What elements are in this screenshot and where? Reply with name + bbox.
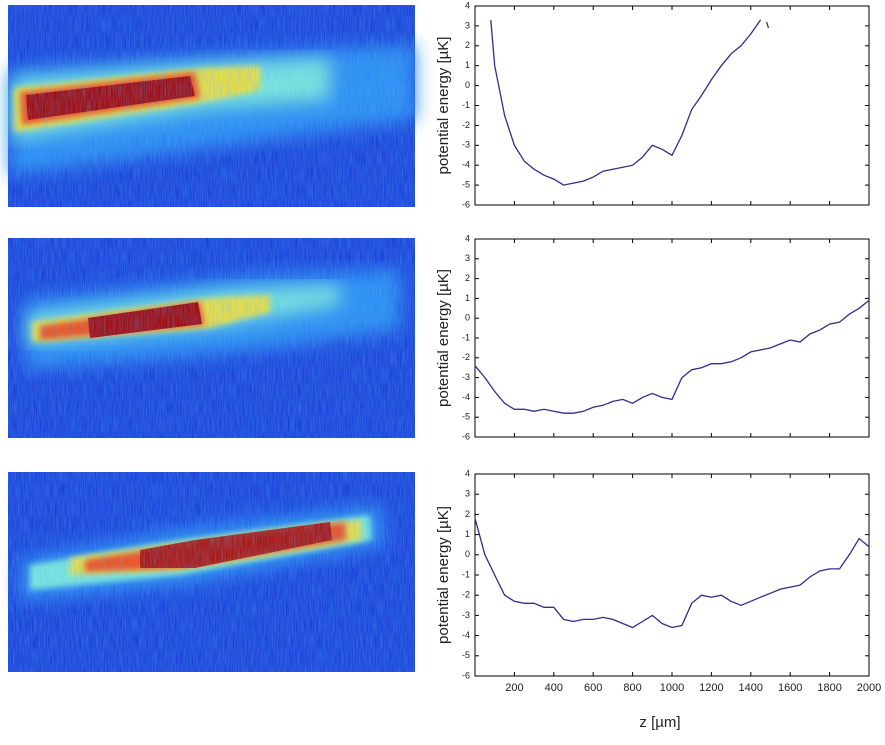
y-tick-label: 2 (465, 273, 470, 283)
x-tick-label: 1800 (817, 682, 841, 694)
y-tick-label: -4 (462, 160, 470, 170)
potential-line (490, 19, 770, 186)
potential-line (474, 518, 870, 629)
y-tick-label: -5 (462, 650, 470, 660)
y-tick-label: -2 (462, 590, 470, 600)
y-tick-label: 2 (465, 40, 470, 50)
y-tick-label: 2 (465, 509, 470, 519)
plot-frame (474, 238, 870, 438)
y-tick-label: -2 (462, 352, 470, 362)
y-tick-label: 3 (465, 489, 470, 499)
y-tick-label: -6 (462, 670, 470, 680)
y-tick-label: -3 (462, 610, 470, 620)
y-tick-label: -4 (462, 630, 470, 640)
y-tick-label: -1 (462, 100, 470, 110)
y-tick-label: 1 (465, 529, 470, 539)
y-tick-label: -3 (462, 372, 470, 382)
image-panel-3 (8, 472, 415, 672)
y-tick-label: -3 (462, 140, 470, 150)
x-tick-label: 600 (584, 682, 602, 694)
x-tick-label: 200 (505, 682, 523, 694)
y-tick-label: 3 (465, 20, 470, 30)
y-axis-label: potential energy [µK] (435, 37, 452, 175)
y-axis-label: potential energy [µK] (435, 506, 452, 644)
y-tick-label: 1 (465, 60, 470, 70)
y-tick-label: -6 (462, 199, 470, 209)
y-tick-label: 4 (465, 468, 470, 478)
y-tick-label: -4 (462, 392, 470, 402)
y-tick-label: -5 (462, 412, 470, 422)
y-tick-label: 0 (465, 80, 470, 90)
x-tick-label: 800 (623, 682, 641, 694)
y-tick-label: -2 (462, 120, 470, 130)
y-tick-label: 0 (465, 313, 470, 323)
y-tick-label: -1 (462, 569, 470, 579)
y-tick-label: 0 (465, 549, 470, 559)
plot-frame (474, 5, 870, 206)
y-tick-label: -1 (462, 332, 470, 342)
image-panel-1 (8, 5, 415, 207)
y-tick-label: -6 (462, 431, 470, 441)
y-tick-label: 3 (465, 253, 470, 263)
image-panel-2 (8, 238, 415, 438)
x-tick-label: 1400 (739, 682, 763, 694)
plot-frame (474, 473, 870, 677)
y-tick-label: 4 (465, 0, 470, 10)
y-tick-label: 1 (465, 293, 470, 303)
x-tick-label: 400 (545, 682, 563, 694)
y-tick-label: 4 (465, 233, 470, 243)
x-axis-label: z [µm] (639, 714, 680, 731)
y-axis-label: potential energy [µK] (435, 269, 452, 407)
x-tick-label: 1000 (660, 682, 684, 694)
x-tick-label: 2000 (857, 682, 881, 694)
x-tick-label: 1600 (778, 682, 802, 694)
y-tick-label: -5 (462, 179, 470, 189)
potential-line (474, 299, 870, 414)
x-tick-label: 1200 (699, 682, 723, 694)
